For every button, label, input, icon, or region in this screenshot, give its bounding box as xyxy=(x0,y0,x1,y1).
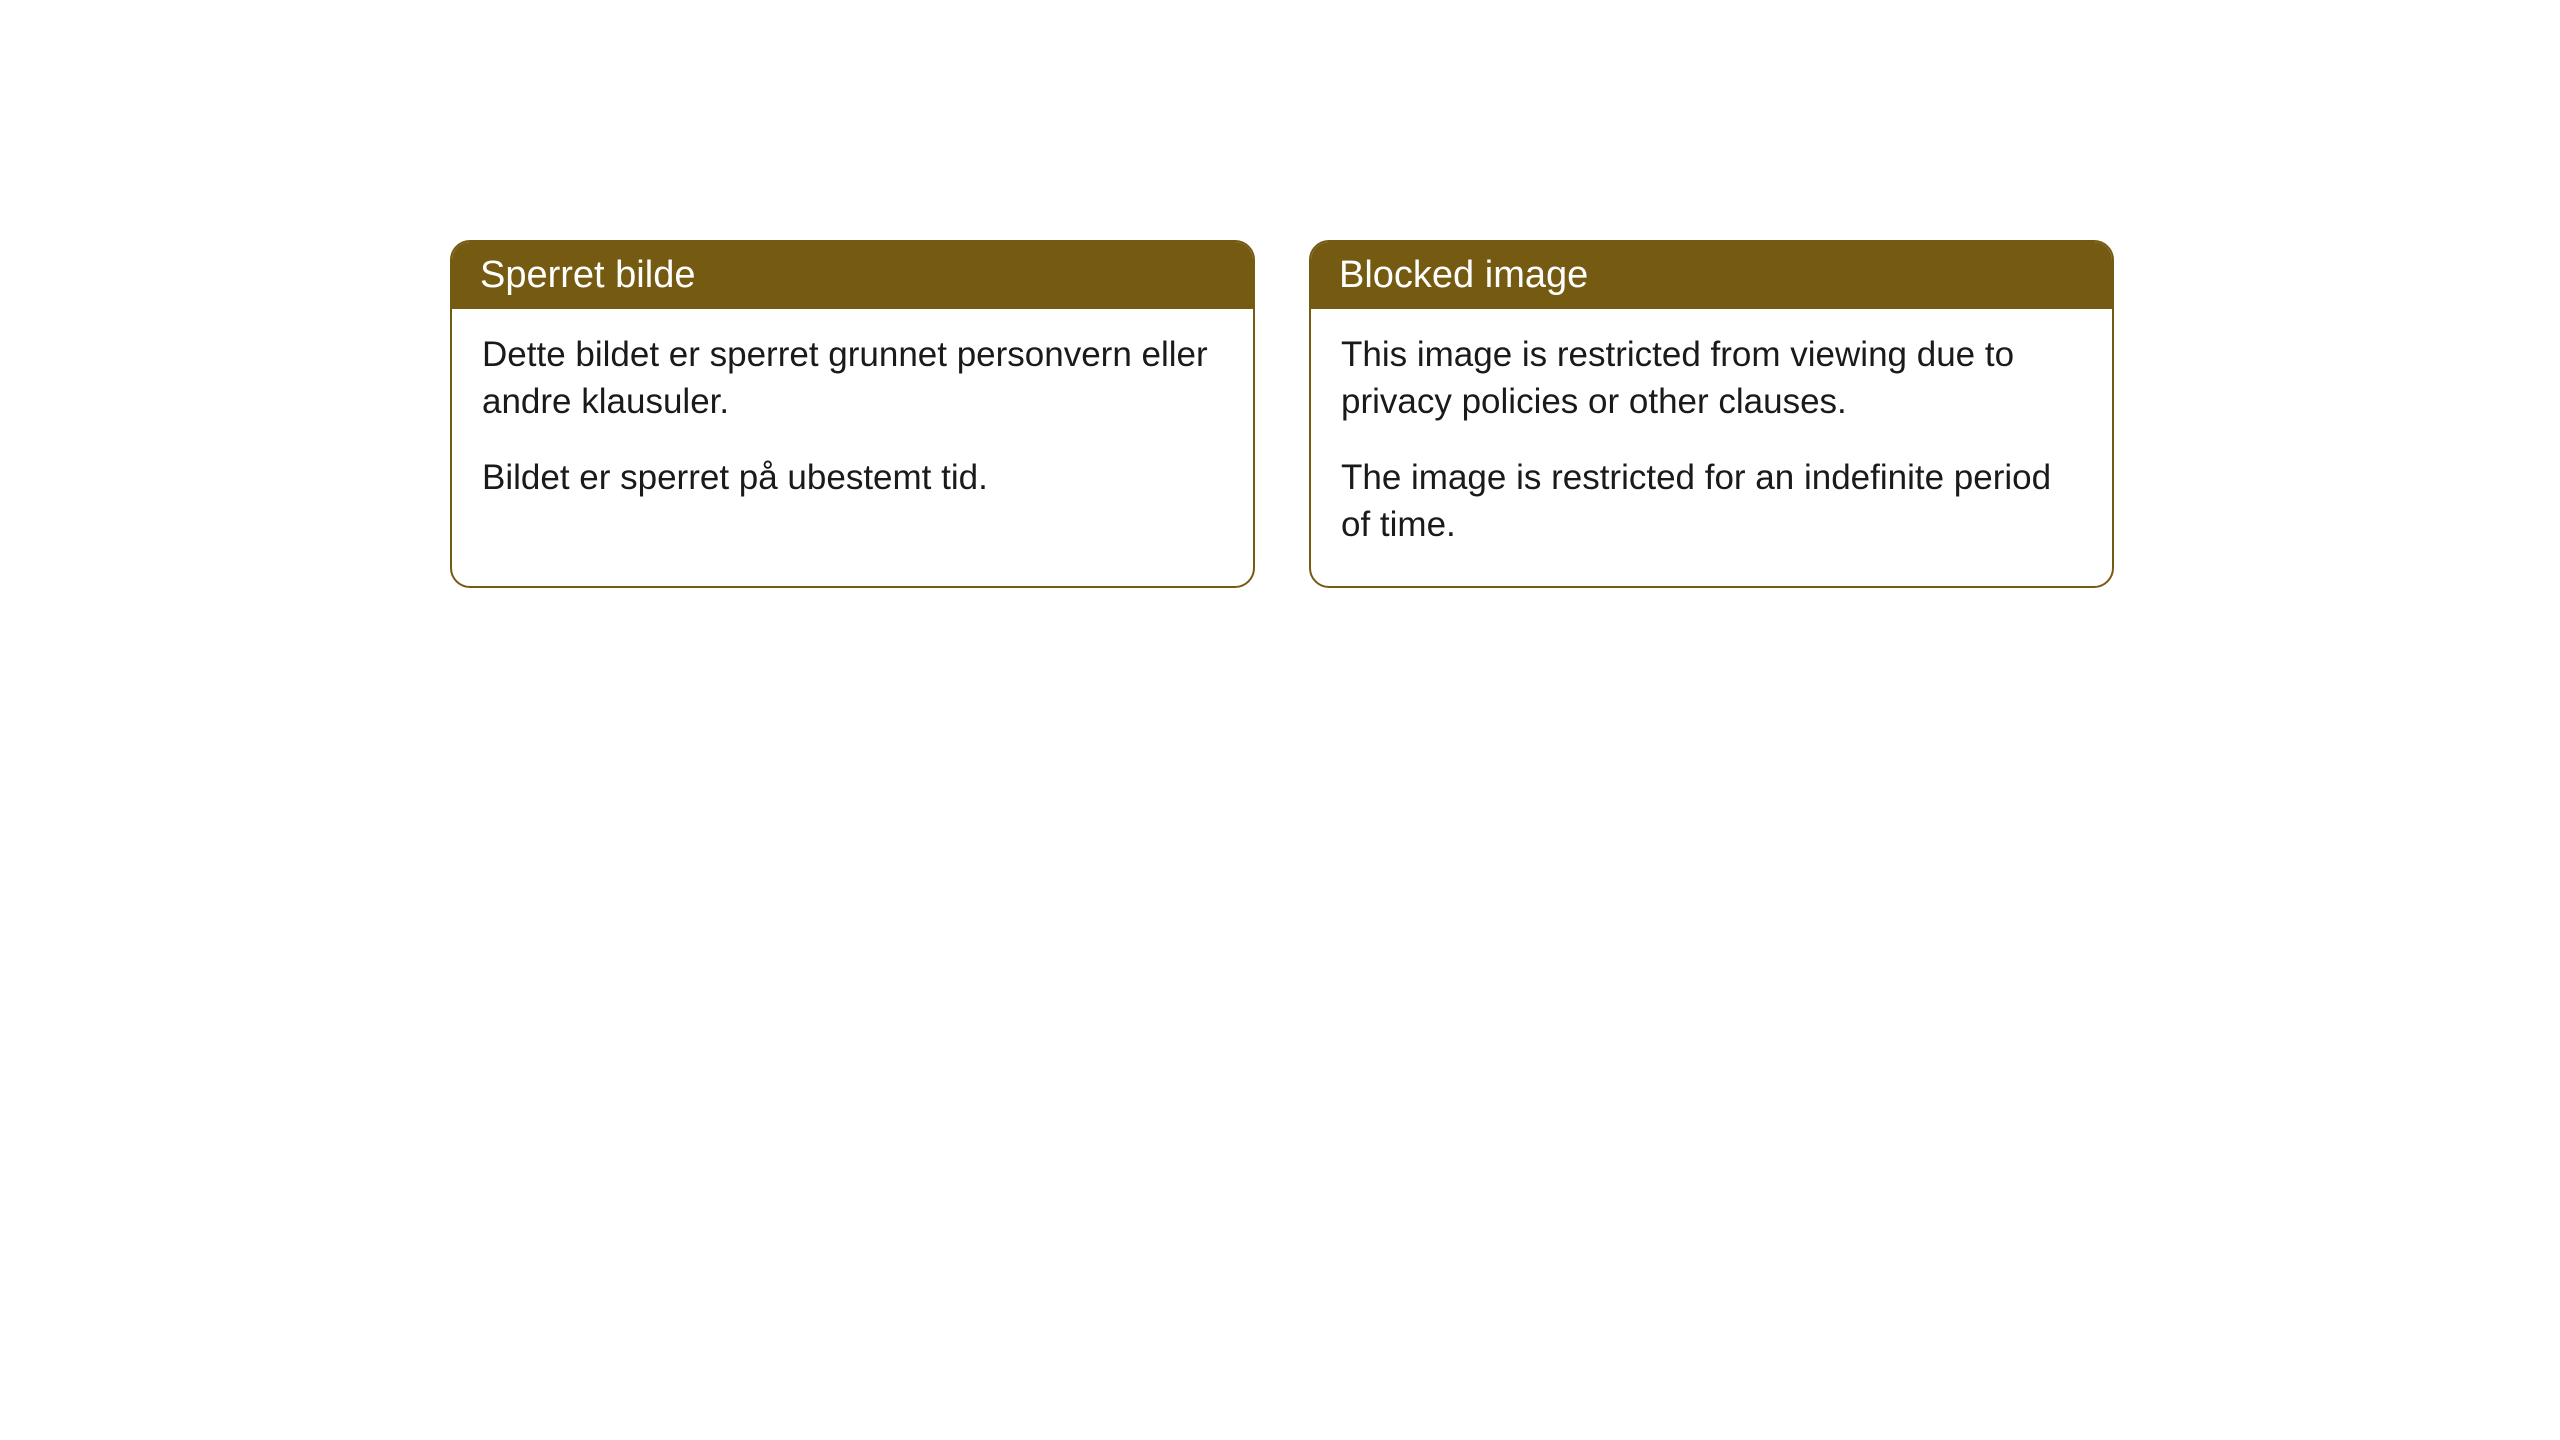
blocked-image-card-norwegian: Sperret bilde Dette bildet er sperret gr… xyxy=(450,240,1255,588)
card-paragraph-2: The image is restricted for an indefinit… xyxy=(1341,454,2082,549)
card-header: Blocked image xyxy=(1311,242,2112,309)
card-paragraph-1: Dette bildet er sperret grunnet personve… xyxy=(482,331,1223,426)
card-title: Blocked image xyxy=(1339,254,1588,296)
card-paragraph-1: This image is restricted from viewing du… xyxy=(1341,331,2082,426)
card-title: Sperret bilde xyxy=(480,254,695,296)
card-header: Sperret bilde xyxy=(452,242,1253,309)
blocked-image-card-english: Blocked image This image is restricted f… xyxy=(1309,240,2114,588)
card-body: Dette bildet er sperret grunnet personve… xyxy=(452,309,1253,539)
cards-container: Sperret bilde Dette bildet er sperret gr… xyxy=(450,240,2114,588)
card-body: This image is restricted from viewing du… xyxy=(1311,309,2112,586)
card-paragraph-2: Bildet er sperret på ubestemt tid. xyxy=(482,454,1223,501)
